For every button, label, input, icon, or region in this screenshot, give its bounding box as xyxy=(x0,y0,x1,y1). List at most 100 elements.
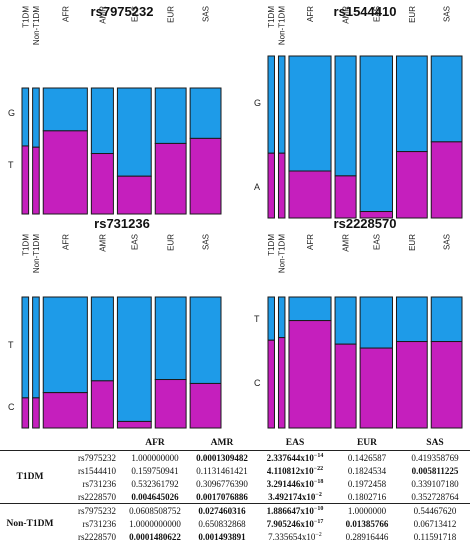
p-value-cell: 0.11591718 xyxy=(413,531,457,542)
mosaic-cell-eur-top xyxy=(154,296,187,381)
p-value-cell: 0.0001480622 xyxy=(129,531,181,542)
p-value-cell: 2.337644x10−14 xyxy=(256,450,334,464)
mosaic-cell-eur-bottom xyxy=(395,341,428,429)
allele-label-bottom: A xyxy=(254,182,260,192)
col-header-eur: EUR xyxy=(334,436,400,451)
mosaic-cell-eas-top xyxy=(116,87,152,177)
snp-label: rs731236 xyxy=(82,478,117,489)
p-value-cell: 0.1426587 xyxy=(334,450,400,464)
category-label: AFR xyxy=(61,234,70,250)
p-value-cell: 0.027460316 xyxy=(188,503,256,517)
mosaic-cell-sas-top xyxy=(189,296,222,384)
p-value-cell: 0.339107180 xyxy=(411,478,459,489)
snp-label: rs731236 xyxy=(82,518,117,529)
snp-label: rs2228570 xyxy=(78,491,116,502)
mosaic-cell-non-t1dm-top xyxy=(277,296,286,339)
category-label: EUR xyxy=(408,234,417,251)
category-label: AMR xyxy=(342,6,351,24)
category-label: T1DM xyxy=(267,234,276,256)
mosaic-cell-non-t1dm-top xyxy=(32,87,40,148)
table-row: rs731236 1.0000000000 0.650832868 7.905246x… xyxy=(0,517,470,530)
mosaic-cell-eur-bottom xyxy=(395,151,428,219)
p-value-cell: 0.1131461421 xyxy=(196,465,248,476)
mosaic-cell-amr-bottom xyxy=(334,175,357,219)
mosaic-cell-amr-bottom xyxy=(90,380,114,429)
mosaic-cell-eas-top xyxy=(359,296,393,349)
category-label: AFR xyxy=(306,6,315,22)
mosaic-cell-non-t1dm-top xyxy=(277,55,286,154)
mosaic-cell-eas-bottom xyxy=(116,175,152,215)
table-row: rs1544410 0.159750941 0.1131461421 4.110812… xyxy=(0,464,470,477)
table-row: rs2228570 0.0001480622 0.001493891 7.335654… xyxy=(0,530,470,543)
p-value-cell: 7.335654x10−2 xyxy=(268,531,322,542)
mosaic-cell-non-t1dm-bottom xyxy=(277,152,286,219)
plot-title: rs2228570 xyxy=(334,216,397,231)
snp-label: rs7975232 xyxy=(60,450,122,464)
mosaic-cell-afr-bottom xyxy=(42,392,88,429)
group-label: Non-T1DM xyxy=(0,503,60,543)
p-value-cell: 4.110812x10−22 xyxy=(266,465,324,476)
mosaic-cell-afr-bottom xyxy=(288,320,332,429)
p-value-cell: 0.01385766 xyxy=(345,518,389,529)
table-row: rs731236 0.532361792 0.3096776390 3.291446x… xyxy=(0,477,470,490)
p-value-cell: 1.000000000 xyxy=(122,450,188,464)
category-label: SAS xyxy=(443,234,452,250)
p-value-cell: 0.28916446 xyxy=(345,531,389,542)
mosaic-cell-eas-bottom xyxy=(359,211,393,219)
p-value-cell: 3.291446x10−18 xyxy=(266,478,324,489)
allele-label-top: T xyxy=(8,340,14,350)
category-label: EUR xyxy=(408,6,417,23)
mosaic-cell-sas-top xyxy=(430,296,463,343)
category-label: AFR xyxy=(61,6,70,22)
table-row: Non-T1DM rs7975232 0.0608508752 0.027460316… xyxy=(0,503,470,543)
mosaic-cell-amr-bottom xyxy=(334,343,357,429)
p-value-cell: 0.004645026 xyxy=(131,491,179,502)
mosaic-cell-sas-bottom xyxy=(430,341,463,429)
mosaic-cell-t1dm-top xyxy=(21,87,30,147)
p-value-table: AFR AMR EAS EUR SAS T1DM rs7975232 1.00000… xyxy=(0,436,473,543)
p-value-cell: 0.005811225 xyxy=(411,465,459,476)
category-label: EUR xyxy=(167,234,176,251)
p-value-cell: 0.3096776390 xyxy=(196,478,248,489)
plot-title: rs7975232 xyxy=(91,4,154,19)
mosaic-cell-non-t1dm-bottom xyxy=(32,146,40,215)
plot-title: rs731236 xyxy=(94,216,150,231)
p-value-cell: 0.532361792 xyxy=(131,478,179,489)
table-row: rs2228570 0.004645026 0.0017076886 3.492174… xyxy=(0,490,470,504)
category-label: EAS xyxy=(372,6,381,22)
mosaic-cell-t1dm-bottom xyxy=(267,339,275,429)
category-label: AMR xyxy=(98,234,107,252)
table-header-row: AFR AMR EAS EUR SAS xyxy=(0,436,470,451)
col-header-amr: AMR xyxy=(188,436,256,451)
category-label: AMR xyxy=(342,234,351,252)
p-value-cell: 0.1824534 xyxy=(347,465,387,476)
mosaic-cell-eas-bottom xyxy=(116,420,152,429)
group-label: T1DM xyxy=(0,450,60,504)
p-value-cell: 0.001493891 xyxy=(198,531,246,542)
mosaic-cell-non-t1dm-bottom xyxy=(277,337,286,429)
col-header-eas: EAS xyxy=(256,436,334,451)
mosaic-cell-non-t1dm-top xyxy=(32,296,40,399)
p-value-cell: 1.0000000 xyxy=(334,503,400,517)
mosaic-cell-sas-bottom xyxy=(189,382,222,429)
p-value-cell: 7.905246x10−17 xyxy=(266,518,324,529)
p-value-cell: 0.650832868 xyxy=(198,518,246,529)
mosaic-cell-eur-top xyxy=(154,87,187,144)
allele-label-top: T xyxy=(254,314,260,324)
allele-label-bottom: T xyxy=(8,160,14,170)
p-value-cell: 0.352728764 xyxy=(411,491,459,502)
mosaic-cell-afr-bottom xyxy=(288,170,332,219)
category-label: EAS xyxy=(372,234,381,250)
p-value-cell: 0.1972458 xyxy=(347,478,387,489)
mosaic-cell-sas-top xyxy=(189,87,222,139)
mosaic-cell-amr-bottom xyxy=(90,153,114,215)
allele-label-bottom: C xyxy=(8,402,15,412)
mosaic-cell-afr-top xyxy=(42,87,88,132)
category-label: T1DM xyxy=(21,234,30,256)
category-label: EUR xyxy=(167,6,176,23)
mosaic-cell-eur-bottom xyxy=(154,379,187,429)
p-value-cell: 1.886647x10−10 xyxy=(256,503,334,517)
mosaic-cell-eas-top xyxy=(359,55,393,213)
category-label: T1DM xyxy=(21,6,30,28)
